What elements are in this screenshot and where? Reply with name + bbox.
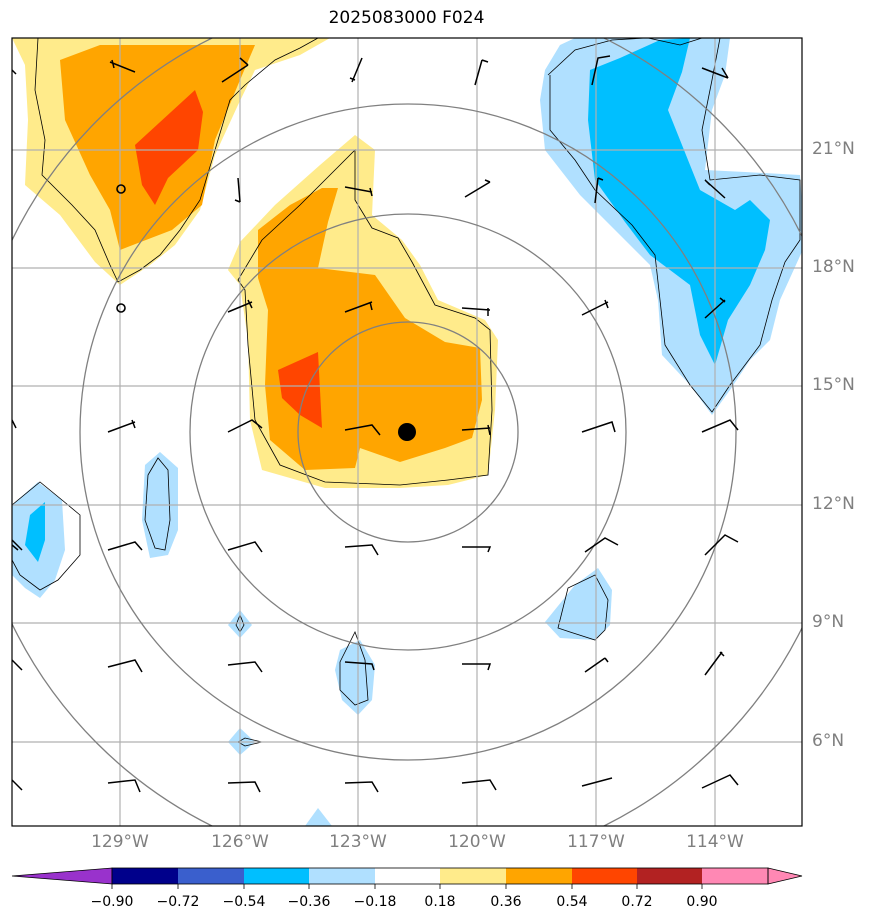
lon-label-126w: 126°W xyxy=(211,832,269,852)
graticule xyxy=(12,38,802,826)
colorbar-tick: 0.18 xyxy=(424,894,456,910)
lon-label-120w: 120°W xyxy=(448,832,506,852)
lon-label-129w: 129°W xyxy=(91,832,149,852)
lon-label-123w: 123°W xyxy=(329,832,387,852)
colorbar-tick: 0.36 xyxy=(490,894,522,910)
lat-label-9n: 9°N xyxy=(812,612,845,632)
lon-label-114w: 114°W xyxy=(686,832,744,852)
lat-label-12n: 12°N xyxy=(812,494,855,514)
negative-anomaly-shading xyxy=(12,38,802,826)
storm-center-dot xyxy=(398,423,416,441)
colorbar-tick: −0.72 xyxy=(156,894,200,910)
colorbar-tick: −0.36 xyxy=(287,894,331,910)
map-title: 2025083000 F024 xyxy=(328,8,485,28)
lat-label-15n: 15°N xyxy=(812,375,855,395)
colorbar-tick: 0.72 xyxy=(621,894,653,910)
lat-label-18n: 18°N xyxy=(812,257,855,277)
colorbar-tick: −0.90 xyxy=(90,894,134,910)
anomaly-contours xyxy=(12,38,801,747)
wind-barbs xyxy=(12,55,739,793)
lon-label-117w: 117°W xyxy=(567,832,625,852)
colorbar-tick: 0.90 xyxy=(686,894,718,910)
range-rings xyxy=(12,38,802,826)
lat-label-21n: 21°N xyxy=(812,139,855,159)
colorbar-tick: 0.54 xyxy=(556,894,588,910)
calm-markers xyxy=(116,184,126,313)
colorbar-tick: −0.54 xyxy=(222,894,266,910)
colorbar-tick: −0.18 xyxy=(353,894,397,910)
map-frame xyxy=(11,37,803,827)
lat-label-6n: 6°N xyxy=(812,731,845,751)
colorbar xyxy=(11,867,803,889)
